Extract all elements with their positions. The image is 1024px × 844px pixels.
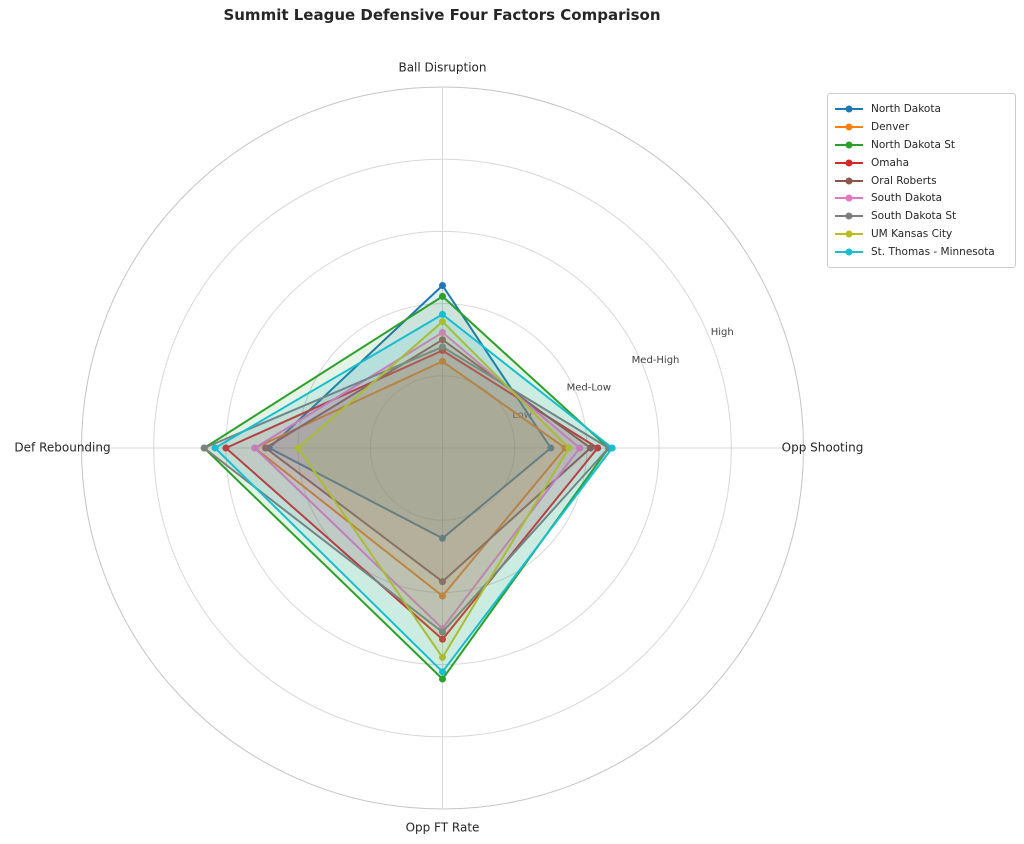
radar-marker-south-dakota-st-opp-ft-rate (439, 628, 446, 636)
axis-label-opp-shooting: Opp Shooting (782, 441, 864, 455)
radar-fill-omaha (225, 350, 598, 640)
legend-item-north-dakota-st: North Dakota St (835, 136, 1007, 154)
radar-marker-omaha-opp-shooting (594, 444, 602, 452)
radar-marker-oral-roberts-ball-disruption (439, 336, 446, 344)
radar-marker-oral-roberts-opp-shooting (587, 444, 594, 452)
radar-marker-st-thomas-minnesota-ball-disruption (439, 310, 446, 318)
radar-marker-um-kansas-city-def-rebounding (294, 444, 302, 452)
axis-label-def-rebounding: Def Rebounding (14, 441, 110, 455)
legend-marker-icon (835, 248, 863, 256)
radar-fill-um-kansas-city (298, 321, 569, 658)
legend-item-oral-roberts: Oral Roberts (835, 172, 1007, 190)
radar-marker-north-dakota-opp-shooting (547, 444, 555, 452)
radar-marker-omaha-def-rebounding (222, 444, 230, 452)
legend-label: South Dakota St (871, 210, 957, 223)
radar-marker-oral-roberts-opp-ft-rate (439, 578, 446, 586)
radar-marker-st-thomas-minnesota-def-rebounding (211, 444, 219, 452)
legend-label: North Dakota (871, 102, 941, 115)
radar-marker-north-dakota-ball-disruption (439, 282, 446, 289)
radar-marker-um-kansas-city-opp-ft-rate (439, 653, 446, 661)
legend-marker-icon (835, 194, 863, 202)
radar-fill-st-thomas-minnesota (215, 314, 613, 672)
radar-fill-denver (254, 361, 566, 596)
radar-marker-south-dakota-ball-disruption (439, 329, 446, 336)
legend-marker-icon (835, 212, 863, 220)
radar-marker-omaha-opp-ft-rate (439, 635, 446, 643)
legend-label: North Dakota St (871, 138, 956, 151)
radial-tick-label-high: High (711, 327, 734, 338)
radar-marker-st-thomas-minnesota-opp-ft-rate (439, 668, 446, 676)
radar-fill-north-dakota (269, 285, 551, 539)
radar-marker-south-dakota-def-rebounding (251, 444, 259, 452)
radar-marker-um-kansas-city-opp-shooting (565, 444, 573, 452)
legend-label: Denver (871, 120, 910, 133)
axis-label-opp-ft-rate: Opp FT Rate (406, 821, 480, 835)
legend-marker-icon (835, 159, 863, 167)
radial-tick-label-low: Low (512, 410, 532, 421)
legend-item-south-dakota-st: South Dakota St (835, 207, 1007, 225)
radar-marker-denver-opp-ft-rate (439, 592, 446, 600)
legend: North Dakota Denver North Dakota St Omaha Or… (827, 93, 1016, 269)
radar-marker-st-thomas-minnesota-opp-shooting (608, 444, 616, 452)
radial-tick-label-med-high: Med-High (632, 355, 680, 366)
chart-title: Summit League Defensive Four Factors Com… (223, 6, 661, 24)
legend-marker-icon (835, 105, 863, 113)
legend-item-um-kansas-city: UM Kansas City (835, 225, 1007, 243)
legend-label: South Dakota (871, 192, 943, 205)
legend-marker-icon (835, 141, 863, 149)
legend-marker-icon (835, 230, 863, 238)
legend-item-south-dakota: South Dakota (835, 189, 1007, 207)
radar-marker-south-dakota-st-def-rebounding (200, 444, 208, 452)
radar-marker-south-dakota-opp-shooting (576, 444, 584, 452)
axis-label-ball-disruption: Ball Disruption (398, 61, 486, 75)
legend-label: Oral Roberts (871, 174, 937, 187)
radar-marker-north-dakota-opp-ft-rate (439, 534, 446, 542)
legend-label: St. Thomas - Minnesota (871, 246, 995, 259)
legend-item-denver: Denver (835, 118, 1007, 136)
legend-marker-icon (835, 123, 863, 131)
legend-item-omaha: Omaha (835, 154, 1007, 172)
radar-marker-north-dakota-st-opp-ft-rate (439, 675, 446, 683)
legend-item-st-thomas-minnesota: St. Thomas - Minnesota (835, 243, 1007, 261)
radar-marker-um-kansas-city-ball-disruption (439, 318, 446, 326)
legend-item-north-dakota: North Dakota (835, 100, 1007, 118)
radar-marker-north-dakota-st-ball-disruption (439, 292, 446, 300)
radar-marker-oral-roberts-def-rebounding (262, 444, 270, 452)
radar-fill-south-dakota-st (204, 346, 609, 633)
radial-tick-label-med-low: Med-Low (567, 382, 611, 393)
radar-marker-denver-ball-disruption (439, 357, 446, 365)
legend-label: UM Kansas City (871, 228, 953, 241)
legend-marker-icon (835, 177, 863, 185)
legend-label: Omaha (871, 156, 910, 169)
radar-marker-south-dakota-st-ball-disruption (439, 343, 446, 351)
